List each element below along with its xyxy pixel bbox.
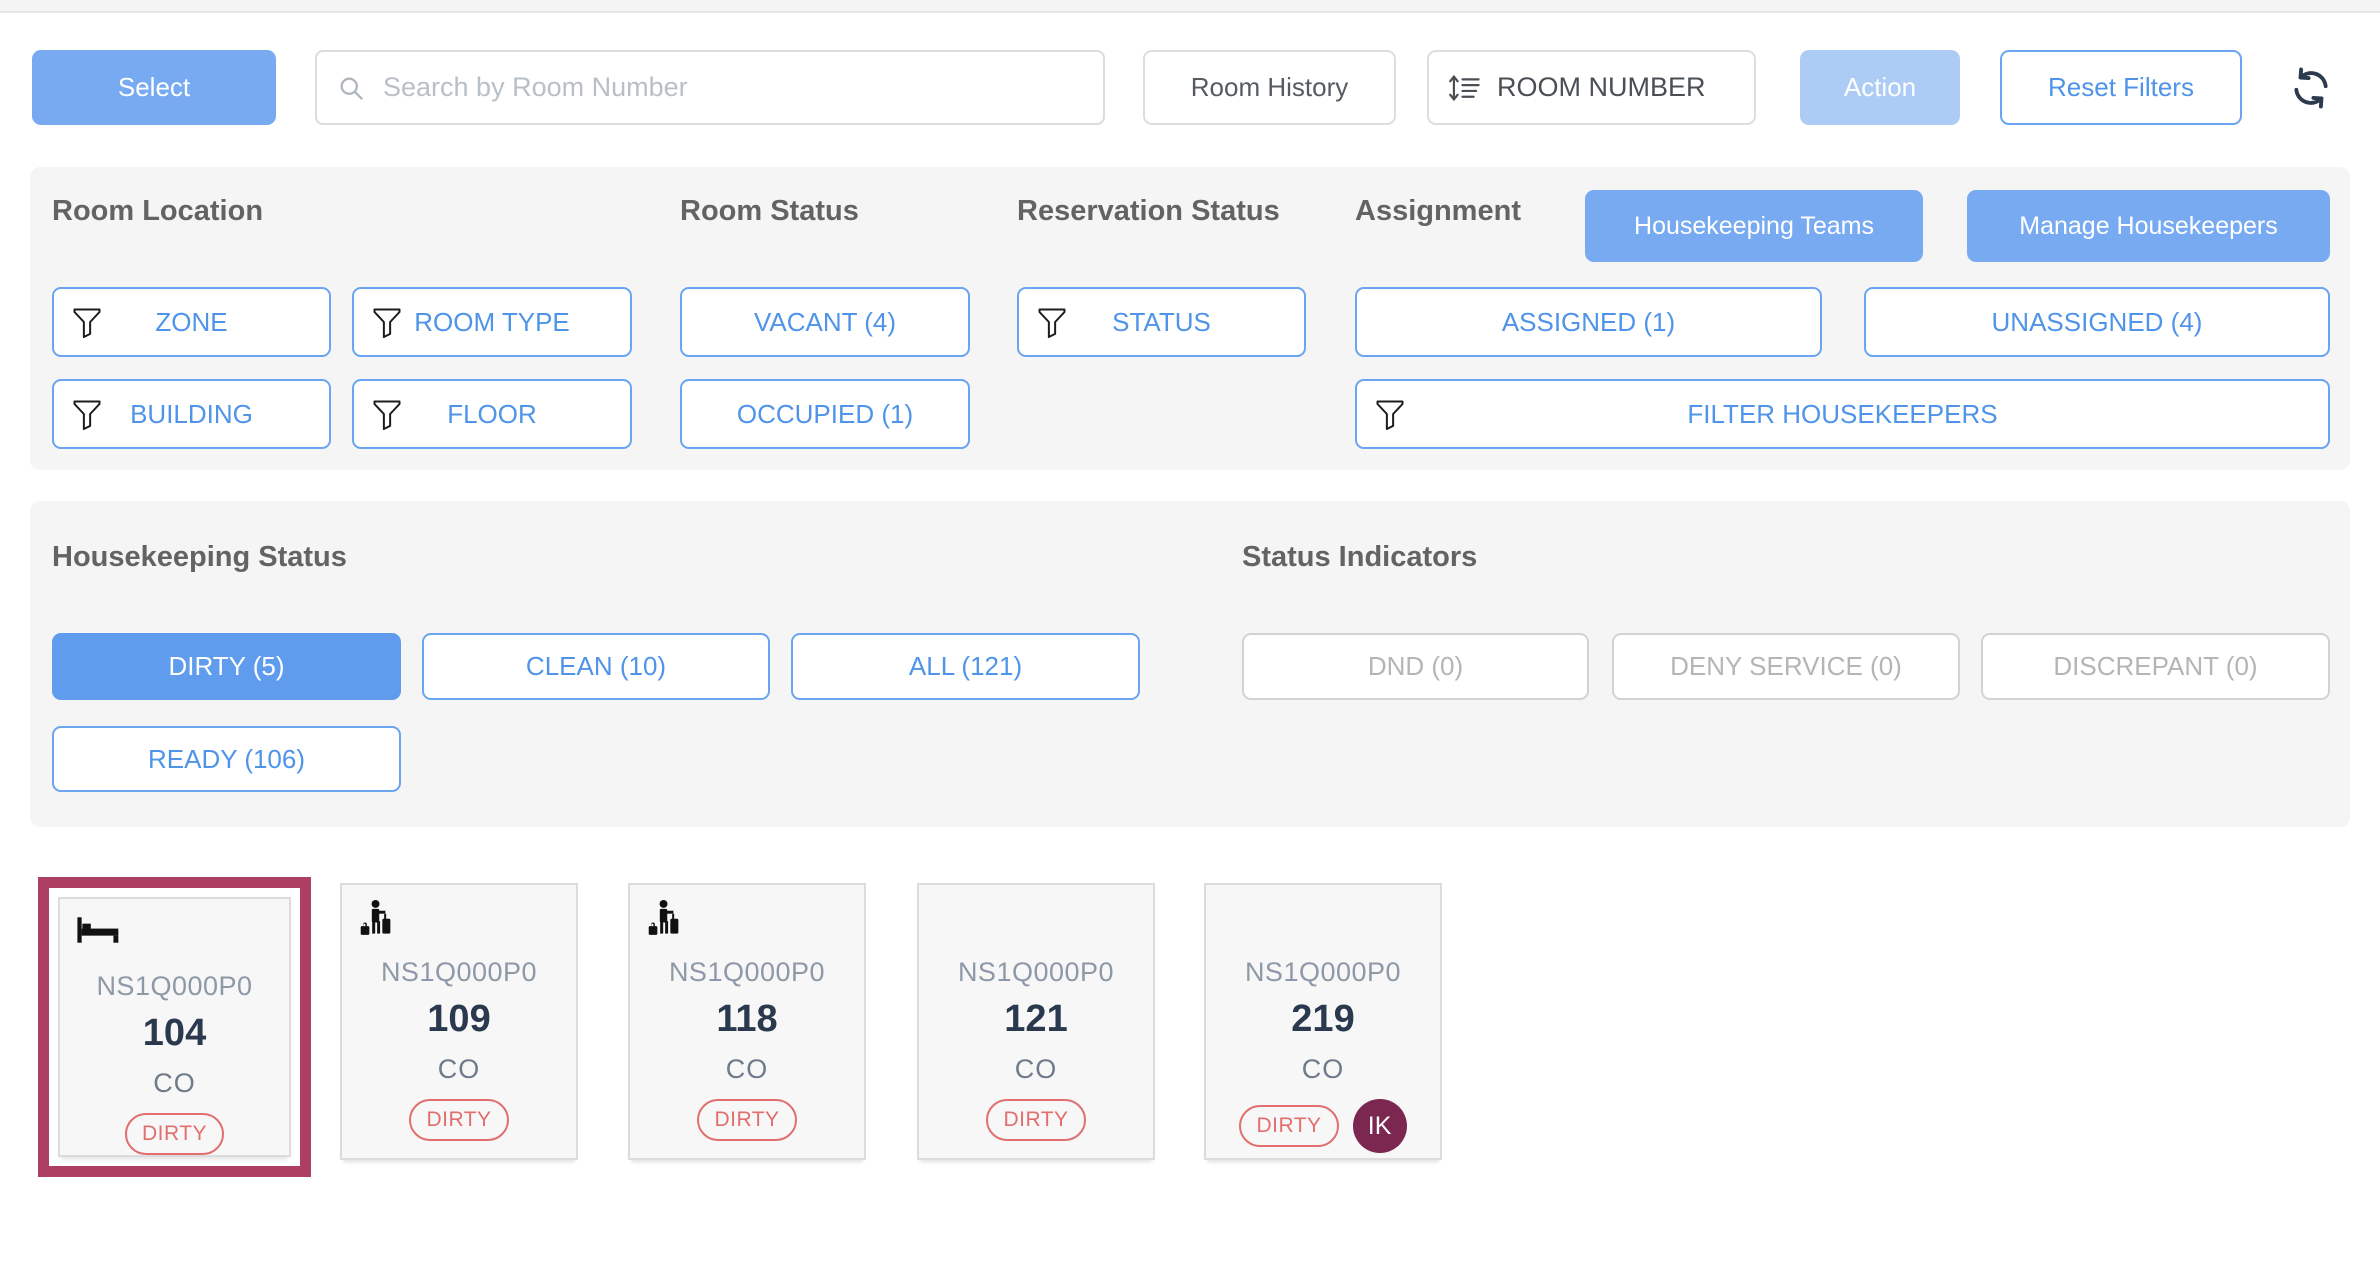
- room-card-109[interactable]: NS1Q000P0 109 CO DIRTY: [340, 883, 578, 1160]
- room-type-code: NS1Q000P0: [957, 957, 1115, 987]
- assigned-filter-label: ASSIGNED (1): [1501, 306, 1676, 337]
- room-type-code: NS1Q000P0: [96, 971, 253, 1001]
- room-location-title: Room Location: [52, 195, 264, 227]
- reservation-status: CO: [1014, 1054, 1058, 1084]
- room-card-body: NS1Q000P0 109 CO DIRTY: [342, 885, 576, 1158]
- floor-filter-label: FLOOR: [447, 398, 537, 429]
- room-type-filter-label: ROOM TYPE: [414, 306, 570, 337]
- room-status-title: Room Status: [680, 195, 859, 227]
- occupied-filter-label: OCCUPIED (1): [736, 398, 914, 429]
- zone-filter-button[interactable]: ZONE: [52, 287, 331, 357]
- deny-service-indicator-label: DENY SERVICE (0): [1670, 651, 1902, 681]
- sort-amount-icon: [1449, 72, 1481, 104]
- search-icon: [340, 77, 363, 100]
- unassigned-filter-label: UNASSIGNED (4): [1991, 306, 2203, 337]
- action-button[interactable]: Action: [1800, 50, 1960, 125]
- room-number: 219: [1291, 998, 1355, 1040]
- manage-housekeepers-button[interactable]: Manage Housekeepers: [1967, 190, 2330, 262]
- funnel-icon: [372, 397, 402, 431]
- building-filter-button[interactable]: BUILDING: [52, 379, 331, 449]
- zone-filter-label: ZONE: [155, 306, 228, 337]
- reset-filters-button[interactable]: Reset Filters: [2000, 50, 2242, 125]
- room-card-body: NS1Q000P0 121 CO DIRTY: [919, 885, 1153, 1158]
- room-number: 104: [142, 1012, 207, 1054]
- reservation-status-title: Reservation Status: [1017, 195, 1280, 227]
- dnd-indicator-label: DND (0): [1367, 651, 1464, 681]
- all-filter-button[interactable]: ALL (121): [791, 633, 1140, 700]
- ready-filter-button[interactable]: READY (106): [52, 726, 401, 792]
- sort-by-label: ROOM NUMBER: [1497, 72, 1706, 102]
- filter-housekeepers-button[interactable]: FILTER HOUSEKEEPERS: [1355, 379, 2330, 449]
- room-number: 109: [427, 998, 491, 1040]
- room-card-selected-104[interactable]: NS1Q000P0 104 CO DIRTY: [38, 877, 311, 1177]
- reservation-status: CO: [1301, 1054, 1345, 1084]
- reservation-status-filter-button[interactable]: STATUS: [1017, 287, 1306, 357]
- housekeeping-teams-button[interactable]: Housekeeping Teams: [1585, 190, 1923, 262]
- room-history-button[interactable]: Room History: [1143, 50, 1396, 125]
- vacant-filter-label: VACANT (4): [753, 306, 897, 337]
- reservation-status-filter-label: STATUS: [1112, 306, 1211, 337]
- funnel-icon: [72, 397, 102, 431]
- status-indicators-title: Status Indicators: [1242, 541, 1478, 573]
- bed-icon: [76, 913, 124, 952]
- room-card-body: NS1Q000P0 118 CO DIRTY: [630, 885, 864, 1158]
- refresh-icon: [2294, 67, 2328, 109]
- housekeeping-status-panel: Housekeeping Status Status Indicators DI…: [30, 501, 2350, 827]
- unassigned-filter-button[interactable]: UNASSIGNED (4): [1864, 287, 2330, 357]
- assigned-filter-button[interactable]: ASSIGNED (1): [1355, 287, 1822, 357]
- clean-filter-label: CLEAN (10): [525, 651, 667, 681]
- dirty-status-pill: DIRTY: [409, 1099, 509, 1141]
- reservation-status: CO: [153, 1068, 196, 1098]
- dirty-filter-label: DIRTY (5): [168, 651, 285, 681]
- discrepant-indicator-button[interactable]: DISCREPANT (0): [1981, 633, 2330, 700]
- dirty-status-pill: DIRTY: [697, 1099, 797, 1141]
- funnel-icon: [1037, 305, 1067, 339]
- room-type-filter-button[interactable]: ROOM TYPE: [352, 287, 632, 357]
- dirty-filter-button[interactable]: DIRTY (5): [52, 633, 401, 700]
- dirty-status-pill: DIRTY: [124, 1113, 225, 1155]
- all-filter-label: ALL (121): [908, 651, 1023, 681]
- vacant-filter-button[interactable]: VACANT (4): [680, 287, 970, 357]
- clean-filter-button[interactable]: CLEAN (10): [422, 633, 770, 700]
- funnel-icon: [372, 305, 402, 339]
- dirty-status-pill: DIRTY: [986, 1099, 1086, 1141]
- assignment-title: Assignment: [1355, 195, 1521, 227]
- room-card-219[interactable]: NS1Q000P0 219 CO DIRTY IK: [1204, 883, 1442, 1160]
- ready-filter-label: READY (106): [147, 743, 306, 774]
- filter-housekeepers-label: FILTER HOUSEKEEPERS: [1687, 398, 1998, 429]
- refresh-button[interactable]: [2283, 60, 2339, 116]
- room-card-body: NS1Q000P0 219 CO DIRTY IK: [1206, 885, 1440, 1158]
- reservation-status: CO: [437, 1054, 481, 1084]
- room-card-121[interactable]: NS1Q000P0 121 CO DIRTY: [917, 883, 1155, 1160]
- reservation-status: CO: [725, 1054, 769, 1084]
- room-card[interactable]: NS1Q000P0 104 CO DIRTY: [58, 897, 291, 1157]
- deny-service-indicator-button[interactable]: DENY SERVICE (0): [1612, 633, 1960, 700]
- funnel-icon: [72, 305, 102, 339]
- room-type-code: NS1Q000P0: [1244, 957, 1402, 987]
- discrepant-indicator-label: DISCREPANT (0): [2053, 651, 2258, 681]
- search-input[interactable]: [381, 71, 1083, 104]
- guest-with-luggage-icon: [358, 899, 398, 946]
- top-chrome-edge: [0, 0, 2380, 13]
- room-card-body: NS1Q000P0 104 CO DIRTY: [60, 899, 289, 1155]
- floor-filter-button[interactable]: FLOOR: [352, 379, 632, 449]
- search-input-wrapper[interactable]: [315, 50, 1105, 125]
- housekeeping-status-title: Housekeeping Status: [52, 541, 347, 573]
- occupied-filter-button[interactable]: OCCUPIED (1): [680, 379, 970, 449]
- room-type-code: NS1Q000P0: [668, 957, 826, 987]
- room-card-118[interactable]: NS1Q000P0 118 CO DIRTY: [628, 883, 866, 1160]
- room-type-code: NS1Q000P0: [380, 957, 538, 987]
- sort-by-button[interactable]: ROOM NUMBER: [1427, 50, 1756, 125]
- select-button[interactable]: Select: [32, 50, 276, 125]
- room-number: 121: [1004, 998, 1068, 1040]
- guest-with-luggage-icon: [646, 899, 686, 946]
- housekeeper-initials-badge[interactable]: IK: [1352, 1099, 1407, 1153]
- dirty-status-pill: DIRTY: [1239, 1105, 1339, 1147]
- filters-panel: Room Location Room Status Reservation St…: [30, 167, 2350, 470]
- dnd-indicator-button[interactable]: DND (0): [1242, 633, 1589, 700]
- room-number: 118: [716, 998, 778, 1040]
- funnel-icon: [1375, 397, 1405, 431]
- building-filter-label: BUILDING: [130, 398, 253, 429]
